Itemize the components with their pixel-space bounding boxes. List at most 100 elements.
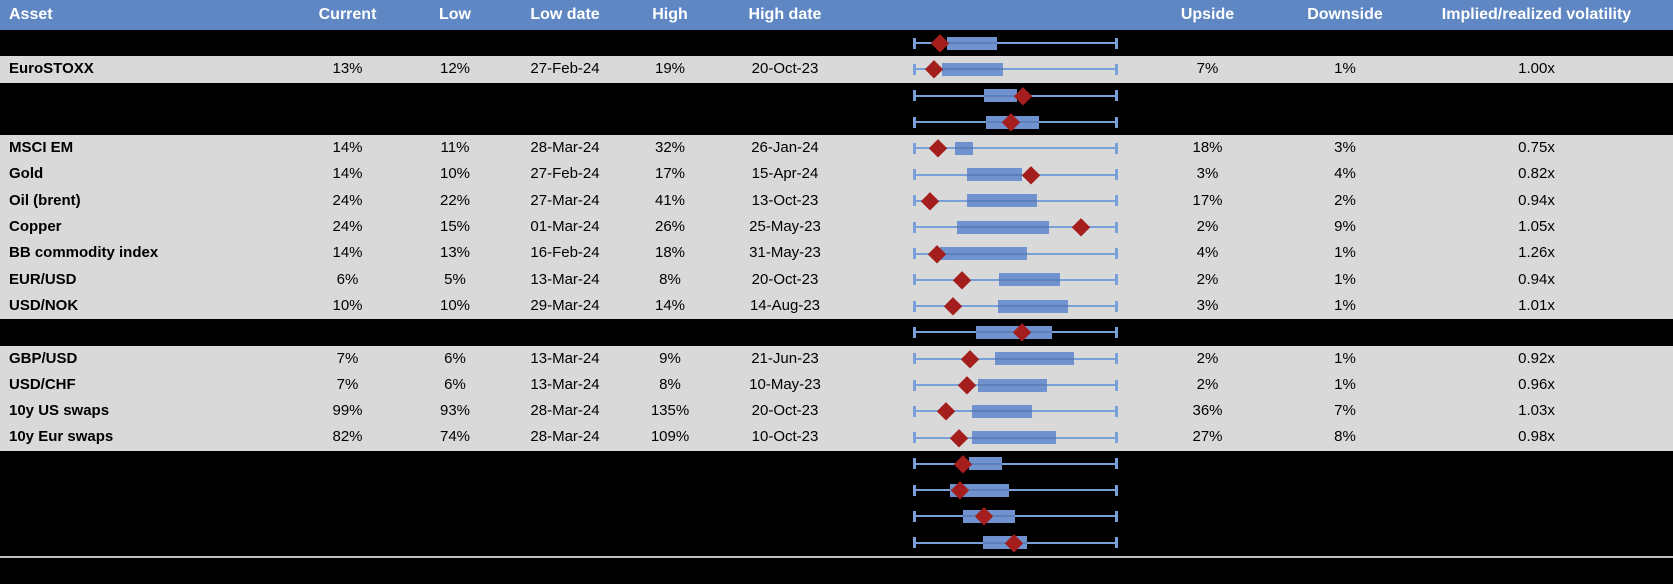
cell-downside: 1% [1334,270,1356,288]
cell-low-date [500,530,630,556]
cell-high-date: 20-Oct-23 [751,60,819,78]
boxplot [913,161,1118,187]
cell-implied-realized-volatility [1400,83,1673,109]
whisker-line [913,489,1118,492]
whisker-cap-right [1115,484,1118,496]
cell-downside [1290,30,1400,56]
cell-high-date: 20-Oct-23 [751,402,819,420]
boxplot-cell [860,477,1125,503]
cell-current [285,319,410,345]
cell-low-date [500,503,630,529]
cell-high [630,319,710,345]
cell-asset [0,451,285,477]
cell-high-date [710,30,860,56]
whisker-line [913,462,1118,465]
cell-low [410,30,500,56]
boxplot [913,503,1118,529]
cell-high [630,30,710,56]
boxplot-cell [860,161,1125,187]
cell-high-date [710,477,860,503]
hidden-row [0,108,1673,136]
current-level-diamond-marker [1072,218,1091,237]
whisker-cap-left [913,405,916,417]
cell-upside [1125,477,1290,503]
column-header-upside: Upside [1180,6,1235,23]
table-row: USD/NOK 10% 10% 29-Mar-24 14% 14-Aug-23 3% 1% 1.… [0,292,1673,320]
hidden-row [0,503,1673,530]
cell-high: 41% [654,191,686,209]
whisker-cap-left [913,90,916,102]
cell-high-date [710,451,860,477]
cell-current [285,477,410,503]
cell-low-date: 28-Mar-24 [530,402,600,420]
whisker-cap-right [1115,537,1118,549]
boxplot-cell [860,188,1125,214]
whisker-cap-left [913,484,916,496]
cell-upside: 3% [1196,296,1219,314]
cell-implied-realized-volatility [1400,503,1673,529]
boxplot [913,398,1118,424]
cell-asset: Oil (brent) [9,191,81,209]
current-level-diamond-marker [961,349,980,368]
whisker-cap-left [913,510,916,522]
bottom-separator-line [0,556,1673,558]
cell-low [410,83,500,109]
cell-downside: 7% [1334,402,1356,420]
whisker-line [913,515,1118,518]
cell-upside: 2% [1196,218,1219,236]
whisker-line [913,147,1118,150]
cell-upside: 4% [1196,244,1219,262]
cell-upside: 36% [1192,402,1223,420]
table-body: EuroSTOXX 13% 12% 27-Feb-24 19% 20-Oct-23 7% 1%… [0,30,1673,556]
table-row: Copper 24% 15% 01-Mar-24 26% 25-May-23 2% 9% 1.0… [0,214,1673,241]
cell-asset: 10y US swaps [9,402,110,420]
whisker-cap-right [1115,274,1118,286]
whisker-cap-right [1115,510,1118,522]
cell-upside [1125,319,1290,345]
table-row: 10y Eur swaps 82% 74% 28-Mar-24 109% 10-Oct-2… [0,424,1673,451]
cell-upside [1125,30,1290,56]
cell-downside: 8% [1334,428,1356,446]
cell-implied-realized-volatility [1400,451,1673,477]
cell-downside [1290,109,1400,135]
cell-high: 135% [650,402,690,420]
table-row: BB commodity index 14% 13% 16-Feb-24 18% 31-M… [0,240,1673,267]
cell-implied-realized-volatility [1400,319,1673,345]
cell-high [630,83,710,109]
whisker-cap-left [913,221,916,233]
cell-asset: USD/CHF [9,375,76,393]
cell-high-date: 31-May-23 [749,244,821,262]
whisker-cap-left [913,379,916,391]
cell-low: 11% [440,139,470,157]
whisker-cap-right [1115,116,1118,128]
cell-upside [1125,451,1290,477]
table-row: 10y US swaps 99% 93% 28-Mar-24 135% 20-Oct-23… [0,398,1673,425]
whisker-cap-right [1115,405,1118,417]
cell-high-date: 26-Jan-24 [751,139,819,157]
whisker-cap-right [1115,326,1118,338]
range-box-midline [982,541,1027,544]
cell-downside: 1% [1334,244,1356,262]
cell-high-date: 21-Jun-23 [751,349,819,367]
cell-low-date: 01-Mar-24 [530,218,600,236]
cell-upside: 17% [1192,191,1223,209]
cell-high [630,109,710,135]
whisker-cap-left [913,142,916,154]
boxplot [913,346,1118,372]
column-header-current: Current [318,6,377,23]
cell-implied-realized-volatility: 1.03x [1518,402,1555,420]
current-level-diamond-marker [958,376,976,394]
boxplot [913,451,1118,477]
boxplot [913,530,1118,556]
boxplot [913,56,1118,82]
cell-downside: 1% [1334,349,1356,367]
cell-current: 14% [332,139,363,157]
cell-implied-realized-volatility [1400,477,1673,503]
cell-asset: EUR/USD [9,270,77,288]
cell-current: 14% [332,244,363,262]
hidden-row [0,82,1673,109]
cell-upside: 18% [1192,139,1223,157]
cell-high-date: 15-Apr-24 [751,165,819,183]
cell-implied-realized-volatility: 0.98x [1518,428,1555,446]
boxplot [913,83,1118,109]
